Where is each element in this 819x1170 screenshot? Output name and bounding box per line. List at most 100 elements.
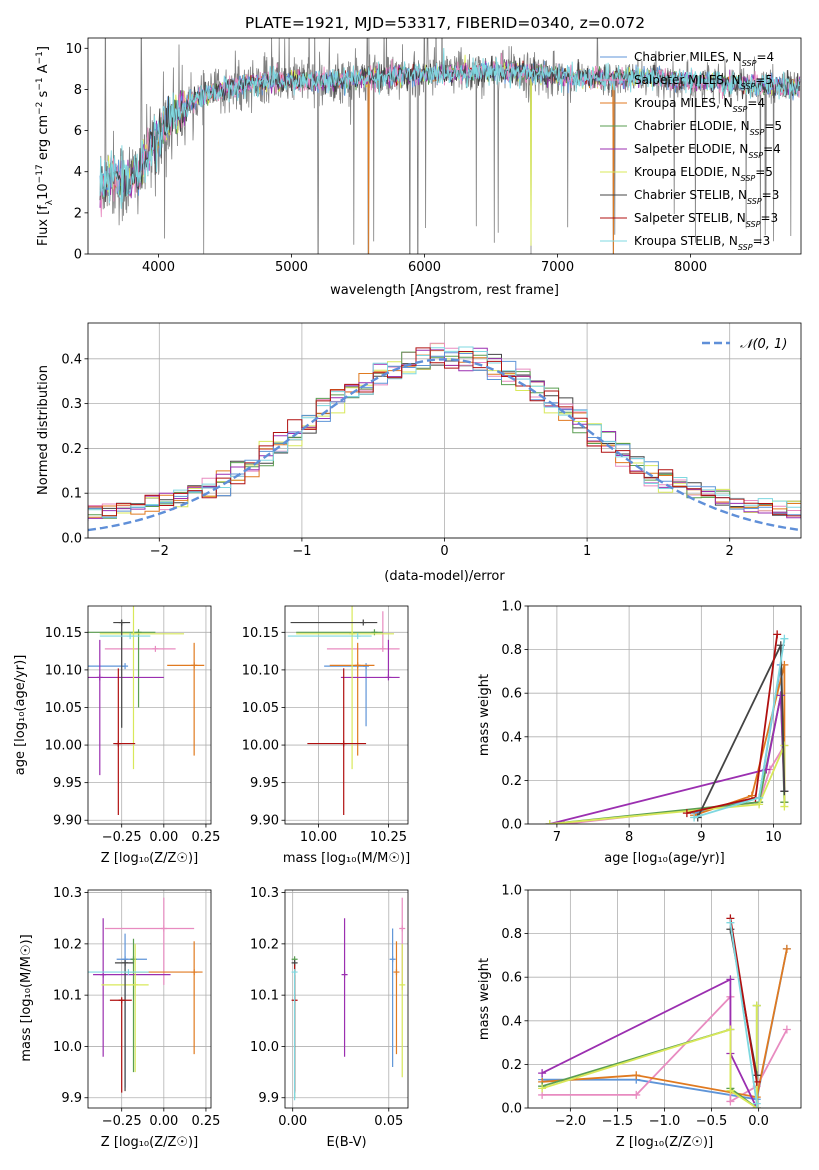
plot-area xyxy=(88,890,211,1108)
data-point-marker xyxy=(96,674,103,681)
frame: −0.25 0.00 0.25 9.90 9.95 10.00 10.05 10.10 10.1… xyxy=(45,605,220,845)
frame: −2.0 −1.5 −1.0 −0.5 0.0 0.0 0.2 0.4 0.6 0.8 1.0 xyxy=(501,884,802,1129)
data-point-marker xyxy=(118,619,125,626)
errorbar-salpeter_stelib xyxy=(113,668,136,815)
y-tick-label: 0 xyxy=(74,248,82,263)
x-tick-label: −1 xyxy=(292,544,311,559)
axes-mass_vs_Z: −0.25 0.00 0.25 9.9 10.0 10.1 10.2 10.3 Z [log₁₀… xyxy=(19,886,220,1150)
legend-label-salpeter_elodie: Salpeter ELODIE, NSSP=4 xyxy=(634,142,781,160)
data-point-marker xyxy=(726,1025,735,1034)
x-tick-label: 2 xyxy=(726,544,734,559)
axes-age_vs_mass: 10.00 10.25 9.90 9.95 10.00 10.05 10.10 10.15 ma… xyxy=(242,605,410,866)
data-point-marker xyxy=(538,1069,547,1078)
y-tick-label: 10.3 xyxy=(250,886,279,901)
x-tick-label: 10 xyxy=(765,830,782,845)
y-tick-label: 0.2 xyxy=(501,774,522,789)
axes-border xyxy=(87,889,212,1109)
plot-content xyxy=(291,897,406,1101)
legend-label-kroupa_miles: Kroupa MILES, NSSP=4 xyxy=(634,96,765,114)
errorbar-chabrier_stelib xyxy=(113,619,131,728)
x-tick-label: 0.00 xyxy=(149,1114,178,1129)
x-tick-label: 0 xyxy=(440,544,448,559)
y-axis-label: mass weight xyxy=(477,674,492,756)
legend-label-salpeter_stelib: Salpeter STELIB, NSSP=3 xyxy=(634,211,778,229)
y-tick-label: 0.4 xyxy=(501,1014,522,1029)
errorbar-chabrier_elodie xyxy=(88,629,156,708)
data-point-marker xyxy=(152,645,159,652)
errorbar-kroupa_stelib xyxy=(88,969,149,976)
errorbar-salpeter_miles xyxy=(104,645,176,652)
histogram-salpeter_stelib xyxy=(88,347,801,519)
axes-border xyxy=(527,605,802,825)
plot-area xyxy=(528,606,801,824)
y-tick-label: 8 xyxy=(74,83,82,98)
data-point-marker xyxy=(399,925,406,932)
data-point-marker xyxy=(191,969,198,976)
axes-residuals: −2 −1 0 1 2 0.0 0.1 0.2 0.3 0.4 (data-model)/error… xyxy=(36,322,802,584)
frame: 7 8 9 10 0.0 0.2 0.4 0.6 0.8 1.0 xyxy=(501,600,802,845)
axes-border xyxy=(284,889,409,1109)
x-tick-label: 0.25 xyxy=(191,1114,220,1129)
data-point-marker xyxy=(132,981,139,988)
data-point-marker xyxy=(340,740,347,747)
errorbar-salpeter_miles xyxy=(326,611,400,652)
plot-content xyxy=(88,342,801,532)
y-axis-label: age [log₁₀(age/yr)] xyxy=(13,655,28,776)
data-point-marker xyxy=(632,1071,641,1080)
x-axis-label: E(B-V) xyxy=(326,1135,366,1150)
plot-area xyxy=(285,606,408,824)
plot-area xyxy=(88,606,211,824)
x-tick-label: 6000 xyxy=(408,260,441,275)
x-tick-label: 0.00 xyxy=(149,830,178,845)
errorbar-chabrier_miles xyxy=(389,928,396,1067)
data-point-marker xyxy=(690,813,699,822)
errorbar-salpeter_elodie xyxy=(88,639,164,776)
y-tick-label: 10.05 xyxy=(45,701,82,716)
data-point-marker xyxy=(341,971,348,978)
plot-content xyxy=(545,630,789,824)
frame: 0.00 0.05 9.9 10.0 10.1 10.2 10.3 xyxy=(250,886,409,1129)
data-point-marker xyxy=(726,1086,735,1095)
y-tick-label: 10.2 xyxy=(53,937,82,952)
x-axis-label: age [log₁₀(age/yr)] xyxy=(604,851,725,866)
gridlines xyxy=(88,890,211,1108)
model-spectrum-chabrier_stelib xyxy=(99,55,801,203)
data-point-marker xyxy=(726,918,735,927)
y-tick-label: 9.9 xyxy=(258,1091,279,1106)
errorbar-chabrier_stelib xyxy=(114,959,134,1092)
errorbar-salpeter_miles xyxy=(104,897,195,985)
plot-content xyxy=(88,606,205,815)
data-point-marker xyxy=(160,925,167,932)
x-tick-label: −0.25 xyxy=(102,830,142,845)
y-tick-label: 0.6 xyxy=(501,971,522,986)
y-tick-label: 1.0 xyxy=(501,884,522,899)
legend-label-kroupa_elodie: Kroupa ELODIE, NSSP=5 xyxy=(634,165,773,183)
errorbar-salpeter_stelib xyxy=(109,997,132,1093)
data-point-marker xyxy=(393,969,400,976)
x-tick-label: −1.5 xyxy=(602,1114,634,1129)
axes-border xyxy=(284,605,409,825)
x-axis-label: (data-model)/error xyxy=(384,569,505,584)
x-tick-label: 0.00 xyxy=(278,1114,307,1129)
axes-border xyxy=(87,37,802,255)
plot-content xyxy=(88,897,203,1093)
data-point-marker xyxy=(545,820,554,824)
gridlines xyxy=(285,890,408,1108)
data-point-marker xyxy=(755,793,764,802)
histogram-legend: 𝒩(0, 1) xyxy=(702,337,787,352)
data-point-marker xyxy=(122,663,129,670)
x-tick-label: 1 xyxy=(583,544,591,559)
y-tick-label: 9.95 xyxy=(53,776,82,791)
x-tick-label: 8000 xyxy=(674,260,707,275)
errorbar-kroupa_elodie xyxy=(99,606,185,770)
errorbar-kroupa_stelib xyxy=(291,969,298,1101)
y-tick-label: 0.4 xyxy=(61,352,82,367)
y-axis-label: mass [log₁₀(M/M☉)] xyxy=(19,934,34,1061)
errorbar-kroupa_elodie xyxy=(399,943,406,1078)
data-point-marker xyxy=(726,975,735,984)
data-point-marker xyxy=(127,633,134,640)
y-tick-label: 0.2 xyxy=(501,1058,522,1073)
y-tick-label: 4 xyxy=(74,165,82,180)
y-tick-label: 0.6 xyxy=(501,687,522,702)
data-point-marker xyxy=(726,1097,735,1106)
